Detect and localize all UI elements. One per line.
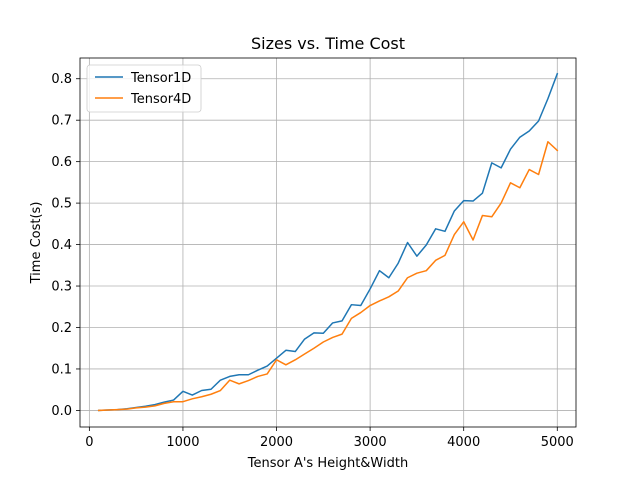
series-layer <box>97 72 559 412</box>
y-tick-label: 0.4 <box>51 238 72 253</box>
grid-layer <box>80 58 576 427</box>
y-tick-label: 0.5 <box>51 197 72 212</box>
x-tick-label: 5000 <box>541 435 574 450</box>
y-tick-label: 0.7 <box>51 114 72 129</box>
y-tick-label: 0.1 <box>51 362 72 377</box>
y-tick-label: 0.8 <box>51 72 72 87</box>
x-tick-label: 4000 <box>447 435 480 450</box>
y-tick-label: 0.2 <box>51 321 72 336</box>
x-tick-label: 3000 <box>354 435 387 450</box>
legend: Tensor1D Tensor4D <box>86 64 202 113</box>
series-line-tensor1d <box>97 72 559 412</box>
legend-label-tensor1d: Tensor1D <box>130 71 191 86</box>
x-tick-label: 0 <box>85 435 93 450</box>
y-tick-label: 0.3 <box>51 280 72 295</box>
plot-area-background <box>80 58 576 427</box>
y-tick-label: 0.0 <box>51 404 72 419</box>
tick-layer: 0 1000 2000 3000 4000 5000 0.0 0.1 0.2 0.3 0.4 0.5 0… <box>51 72 574 450</box>
x-tick-label: 2000 <box>260 435 293 450</box>
y-axis-label: Time Cost(s) <box>29 202 44 285</box>
x-tick-label: 1000 <box>166 435 199 450</box>
plot-frame <box>79 57 577 428</box>
chart-title: Sizes vs. Time Cost <box>251 34 405 53</box>
x-axis-label: Tensor A's Height&Width <box>247 456 408 471</box>
y-tick-label: 0.6 <box>51 155 72 170</box>
series-line-tensor4d <box>97 141 559 412</box>
legend-label-tensor4d: Tensor4D <box>130 92 191 107</box>
